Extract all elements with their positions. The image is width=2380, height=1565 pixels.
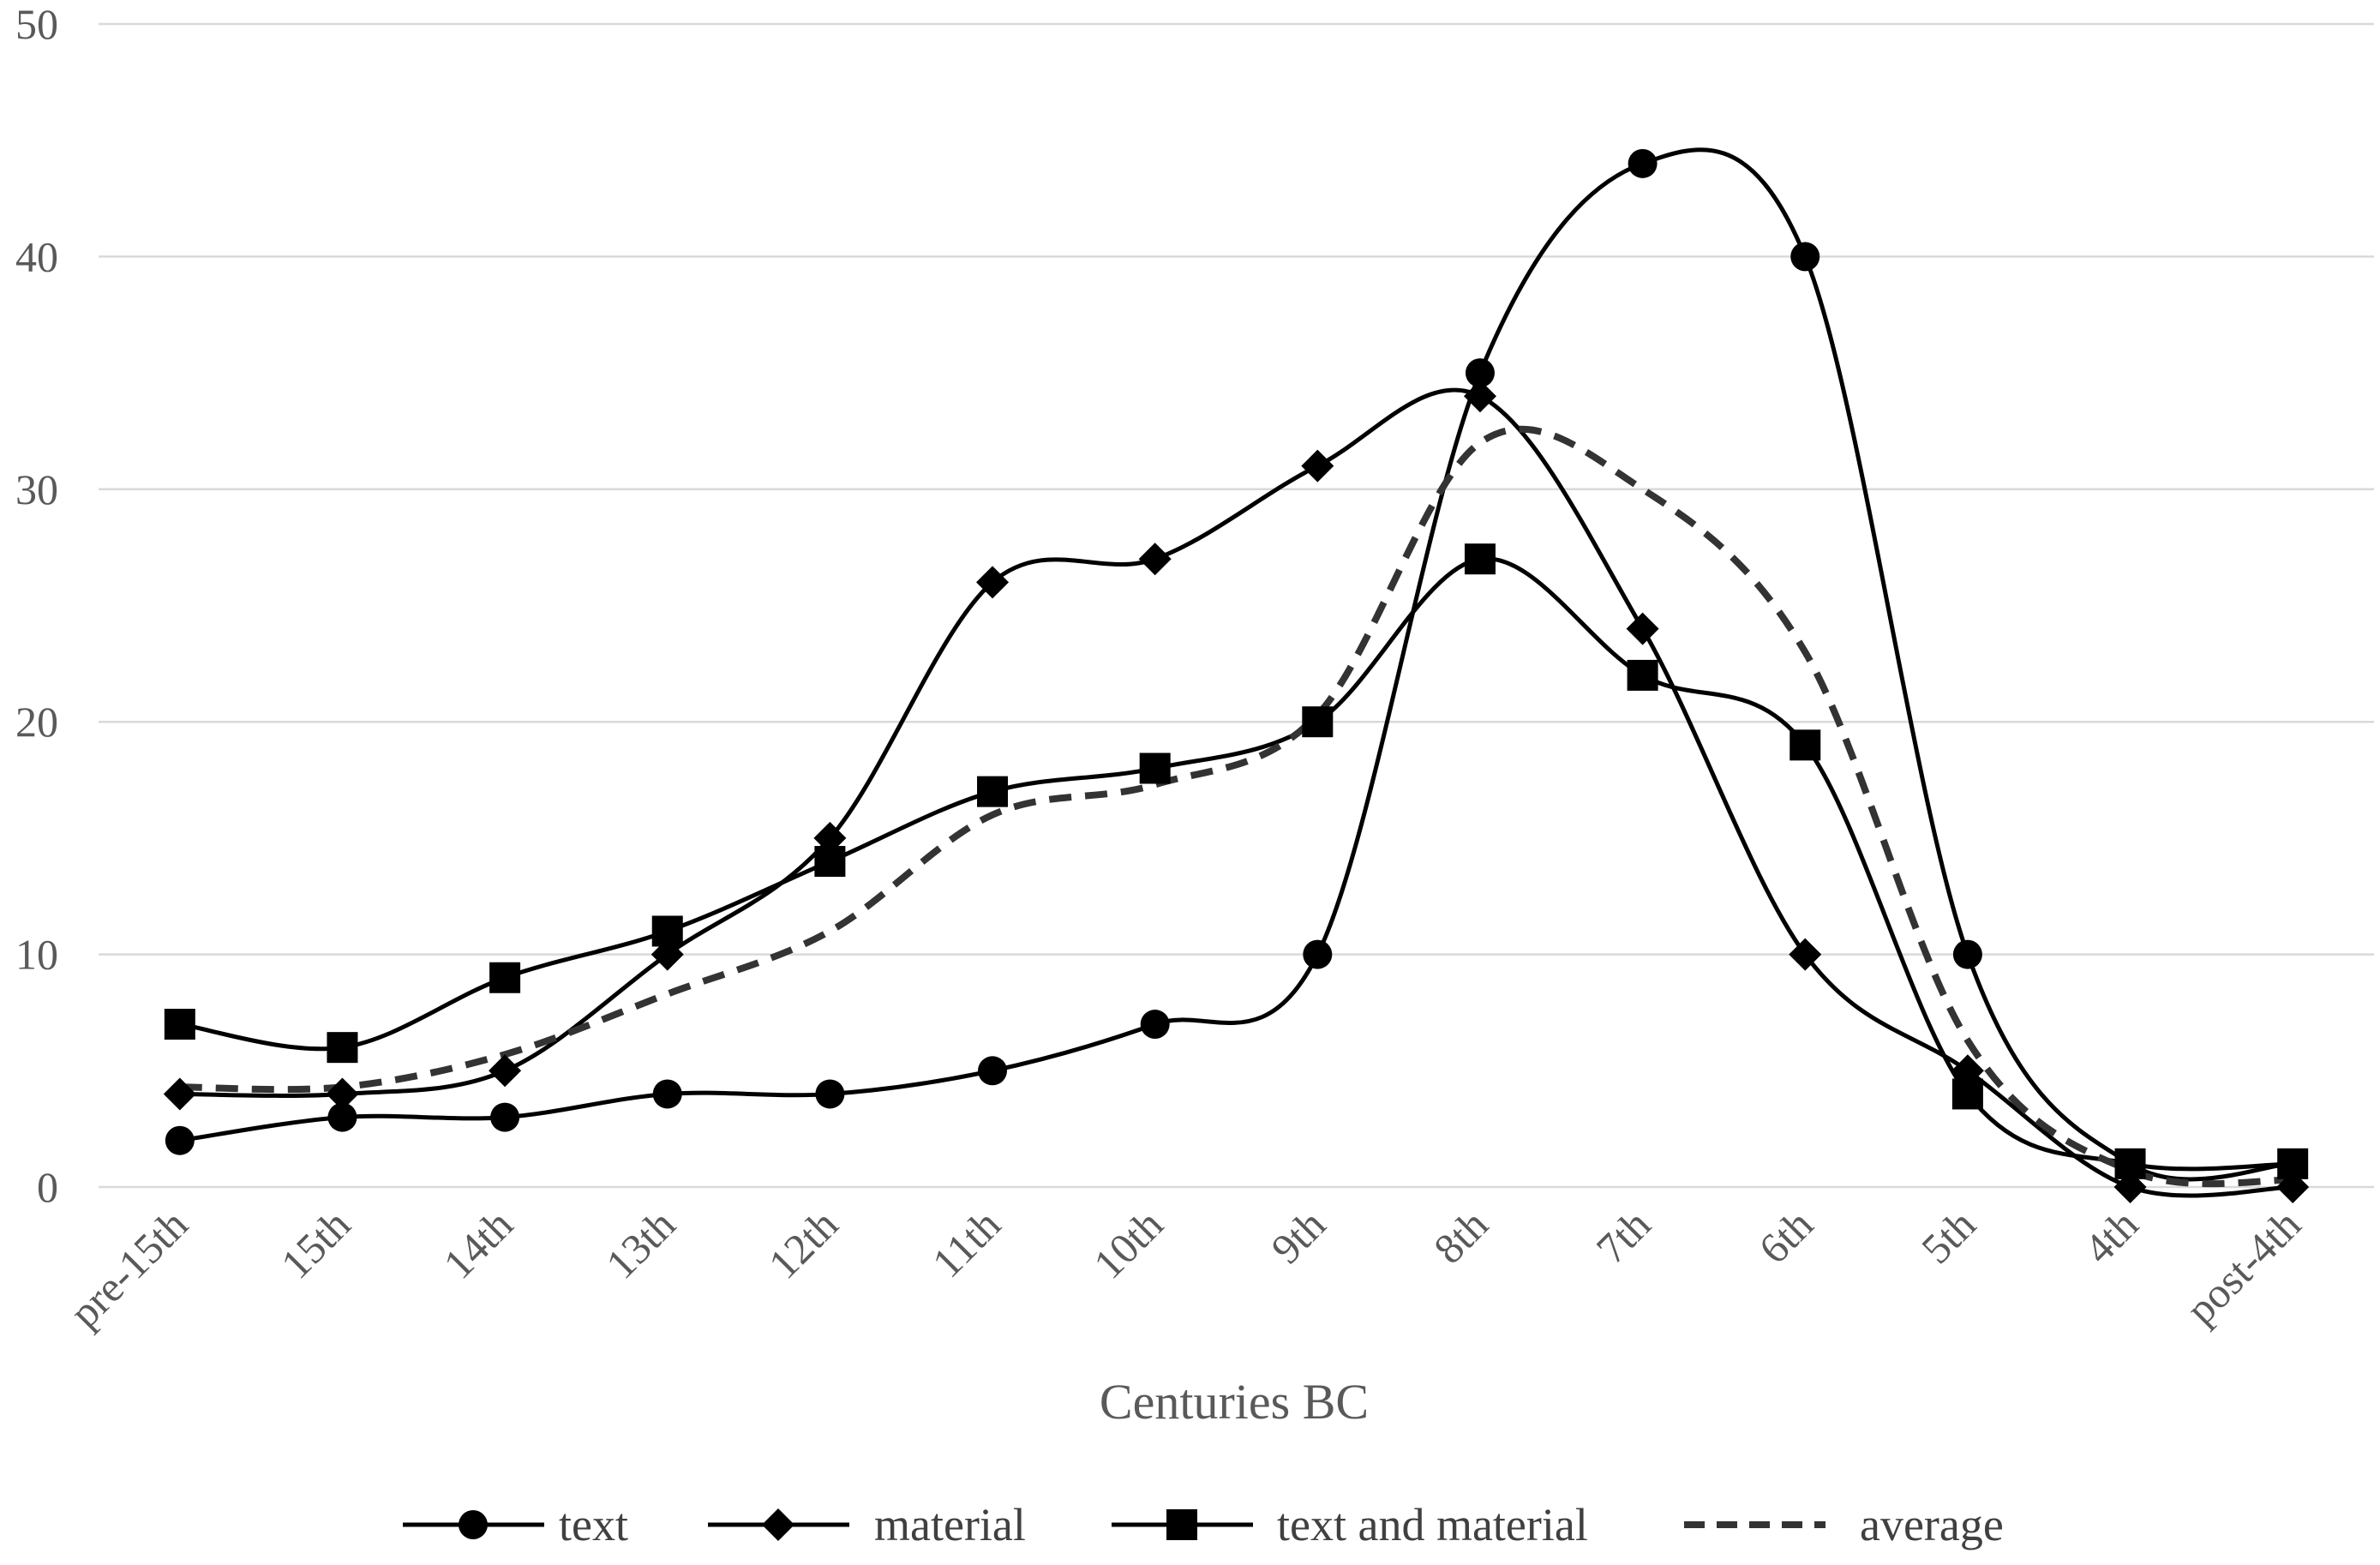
data-point-text	[1952, 939, 1982, 969]
x-tick-label: 13th	[596, 1200, 684, 1287]
data-point-text-and-material	[1302, 706, 1334, 738]
data-point-text-and-material	[977, 776, 1009, 807]
data-point-material	[1626, 612, 1659, 645]
data-point-material	[976, 566, 1010, 599]
data-point-text-and-material	[164, 1009, 195, 1040]
data-point-text	[327, 1102, 357, 1132]
x-tick-label: 4th	[2075, 1200, 2148, 1273]
series-line-average	[179, 425, 2293, 1188]
x-tick-label: post-4th	[2176, 1200, 2309, 1333]
y-tick-label: 40	[15, 232, 58, 280]
x-tick-label: 10th	[1084, 1200, 1172, 1287]
y-tick-label: 0	[37, 1163, 58, 1211]
x-tick-label: 12th	[759, 1200, 847, 1287]
data-point-material	[1463, 380, 1496, 413]
legend: text material text and material average	[403, 1499, 2004, 1550]
data-point-text-and-material	[1464, 543, 1496, 575]
data-point-text	[1465, 358, 1495, 388]
data-point-material	[326, 1077, 359, 1111]
series-line-text	[179, 147, 2293, 1182]
data-point-text	[1628, 148, 1658, 178]
legend-label: text and material	[1277, 1499, 1588, 1550]
data-point-material	[1301, 449, 1334, 483]
y-tick-label: 50	[15, 0, 58, 48]
x-tick-label: 7th	[1587, 1200, 1660, 1273]
data-point-text	[652, 1079, 682, 1109]
series-line-material	[179, 387, 2293, 1198]
data-point-text	[165, 1125, 195, 1155]
data-point-text-and-material	[2277, 1148, 2309, 1179]
x-tick-label: 15th	[272, 1200, 359, 1287]
x-tick-label: 6th	[1749, 1200, 1822, 1273]
x-tick-label: 14th	[434, 1200, 521, 1287]
x-tick-label: 5th	[1912, 1200, 1985, 1273]
x-tick-label: 8th	[1424, 1200, 1497, 1273]
x-tick-label: 9th	[1262, 1200, 1334, 1273]
legend-item-text-and-material: text and material	[1112, 1499, 1588, 1550]
data-point-text-and-material	[1951, 1078, 1983, 1110]
legend-marker-material	[762, 1508, 794, 1541]
legend-item-average: average	[1684, 1499, 2004, 1550]
data-point-text	[1303, 939, 1333, 969]
data-point-text-and-material	[1627, 659, 1658, 691]
data-point-text-and-material	[1789, 729, 1821, 761]
y-tick-label: 20	[15, 698, 58, 746]
series-markers	[163, 148, 2310, 1203]
x-tick-label: 11th	[923, 1200, 1010, 1286]
data-point-text-and-material	[327, 1032, 358, 1064]
y-axis: 0 10 20 30 40 50	[15, 0, 58, 1211]
legend-item-text: text	[403, 1499, 628, 1550]
y-tick-label: 10	[15, 931, 58, 979]
data-point-text	[978, 1056, 1008, 1086]
x-tick-label: pre-15th	[60, 1200, 196, 1336]
data-point-material	[489, 1054, 522, 1088]
data-point-material	[1789, 938, 1822, 971]
legend-marker-text-and-material	[1166, 1509, 1197, 1540]
series-lines	[179, 147, 2293, 1198]
legend-label: average	[1860, 1499, 2004, 1550]
legend-marker-text	[459, 1510, 488, 1539]
data-point-text-and-material	[489, 962, 521, 993]
data-point-text	[490, 1102, 520, 1132]
y-tick-label: 30	[15, 465, 58, 513]
x-axis: pre-15th 15th 14th 13th 12th 11th 10th 9th 8th 7t…	[60, 1200, 2310, 1336]
data-point-text	[815, 1079, 845, 1109]
data-point-material	[1138, 543, 1172, 576]
x-axis-title: Centuries BC	[1100, 1374, 1369, 1430]
legend-item-material: material	[708, 1499, 1026, 1550]
legend-label: material	[874, 1499, 1026, 1550]
data-point-text	[1140, 1010, 1170, 1040]
legend-label: text	[559, 1499, 628, 1550]
data-point-text	[1790, 242, 1820, 272]
data-point-text-and-material	[814, 846, 846, 878]
gridlines	[99, 22, 2374, 1189]
data-point-material	[163, 1077, 196, 1111]
data-point-text-and-material	[651, 915, 683, 947]
data-point-text-and-material	[2114, 1148, 2146, 1179]
data-point-text-and-material	[1139, 753, 1171, 784]
